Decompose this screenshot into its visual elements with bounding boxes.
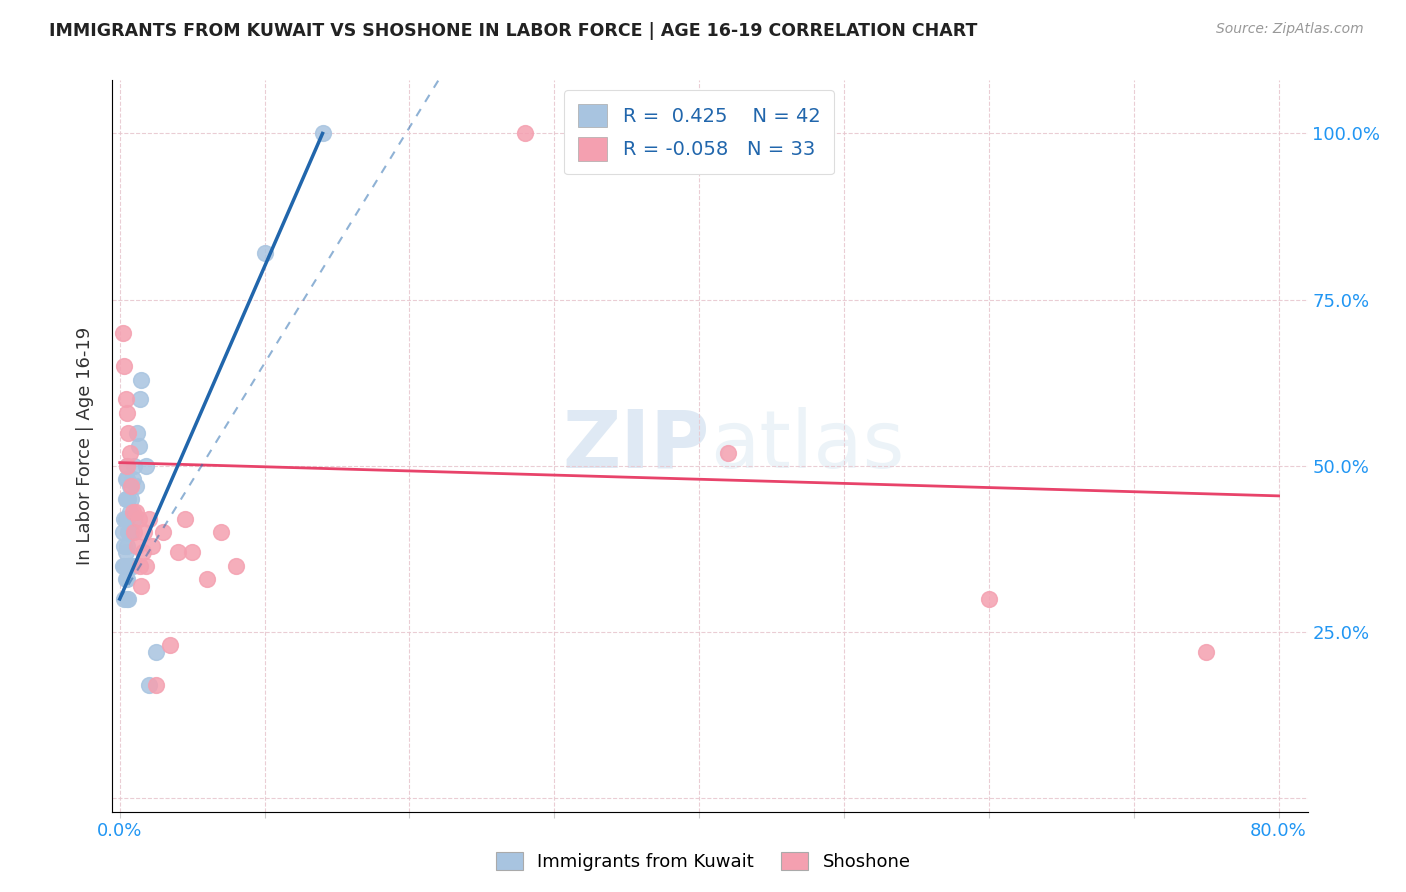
Point	[115, 492, 138, 507]
Point	[225, 558, 247, 573]
Point	[114, 392, 136, 407]
Point	[127, 539, 149, 553]
Point	[195, 572, 218, 586]
Point	[115, 458, 138, 473]
Point	[112, 539, 135, 553]
Point	[117, 558, 139, 573]
Point	[114, 472, 136, 486]
Point	[122, 525, 145, 540]
Point	[118, 506, 141, 520]
Point	[117, 492, 139, 507]
Point	[121, 506, 143, 520]
Point	[115, 572, 138, 586]
Point	[145, 678, 167, 692]
Legend: R =  0.425    N = 42, R = -0.058   N = 33: R = 0.425 N = 42, R = -0.058 N = 33	[564, 90, 834, 175]
Point	[115, 458, 138, 473]
Point	[166, 545, 188, 559]
Legend: Immigrants from Kuwait, Shoshone: Immigrants from Kuwait, Shoshone	[488, 845, 918, 879]
Point	[124, 479, 146, 493]
Point	[118, 558, 141, 573]
Point	[159, 639, 181, 653]
Point	[717, 445, 740, 459]
Point	[115, 539, 138, 553]
Point	[118, 525, 141, 540]
Point	[114, 545, 136, 559]
Point	[115, 472, 138, 486]
Point	[114, 512, 136, 526]
Point	[141, 539, 163, 553]
Point	[124, 506, 146, 520]
Point	[115, 591, 138, 606]
Point	[118, 479, 141, 493]
Point	[515, 127, 537, 141]
Point	[120, 479, 142, 493]
Point	[138, 512, 160, 526]
Point	[120, 492, 142, 507]
Point	[134, 525, 156, 540]
Point	[121, 472, 143, 486]
Point	[135, 558, 157, 573]
Point	[111, 525, 134, 540]
Point	[120, 525, 142, 540]
Point	[112, 558, 135, 573]
Point	[112, 512, 135, 526]
Point	[138, 678, 160, 692]
Point	[129, 392, 152, 407]
Point	[181, 545, 204, 559]
Point	[311, 127, 333, 141]
Point	[131, 579, 153, 593]
Point	[111, 326, 134, 340]
Text: IMMIGRANTS FROM KUWAIT VS SHOSHONE IN LABOR FORCE | AGE 16-19 CORRELATION CHART: IMMIGRANTS FROM KUWAIT VS SHOSHONE IN LA…	[49, 22, 977, 40]
Text: Source: ZipAtlas.com: Source: ZipAtlas.com	[1216, 22, 1364, 37]
Text: ZIP: ZIP	[562, 407, 710, 485]
Point	[115, 512, 138, 526]
Point	[128, 512, 150, 526]
Point	[117, 591, 139, 606]
Point	[114, 572, 136, 586]
Point	[128, 439, 150, 453]
Point	[129, 558, 152, 573]
Point	[132, 545, 155, 559]
Point	[112, 359, 135, 374]
Y-axis label: In Labor Force | Age 16-19: In Labor Force | Age 16-19	[76, 326, 94, 566]
Point	[135, 458, 157, 473]
Point	[145, 645, 167, 659]
Point	[118, 445, 141, 459]
Point	[253, 246, 276, 260]
Point	[121, 558, 143, 573]
Point	[122, 458, 145, 473]
Point	[122, 512, 145, 526]
Point	[115, 406, 138, 420]
Text: atlas: atlas	[710, 407, 904, 485]
Point	[131, 372, 153, 386]
Point	[977, 591, 1000, 606]
Point	[112, 591, 135, 606]
Point	[1195, 645, 1218, 659]
Point	[117, 425, 139, 440]
Point	[152, 525, 174, 540]
Point	[117, 525, 139, 540]
Point	[209, 525, 232, 540]
Point	[127, 425, 149, 440]
Point	[174, 512, 197, 526]
Point	[111, 558, 134, 573]
Point	[114, 492, 136, 507]
